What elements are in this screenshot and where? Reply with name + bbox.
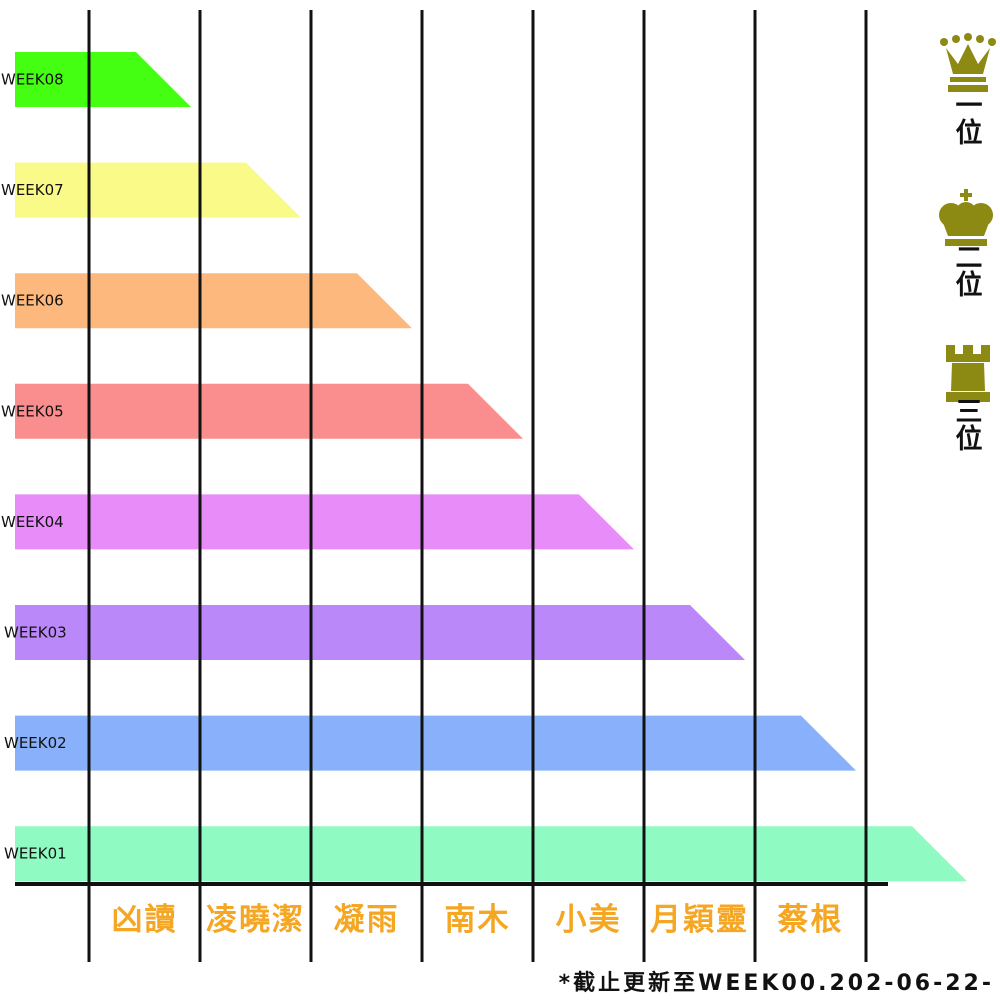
week-label-week08: WEEK08 xyxy=(1,71,64,89)
week-label-week06: WEEK06 xyxy=(1,292,64,310)
week-label-week04: WEEK04 xyxy=(1,513,64,531)
column-label-6: 蔡根 xyxy=(778,902,844,938)
legend: 一位 二位 三位 xyxy=(939,33,996,451)
column-label-0: 凶讀 xyxy=(112,902,178,938)
column-label-2: 凝雨 xyxy=(334,902,400,938)
column-label-1: 凌曉潔 xyxy=(206,902,305,938)
column-label-4: 小美 xyxy=(556,902,622,938)
week-label-week07: WEEK07 xyxy=(1,181,64,199)
column-label-3: 南木 xyxy=(445,902,511,938)
bar-week05 xyxy=(15,383,523,439)
bar-week04 xyxy=(15,494,634,550)
week-label-week05: WEEK05 xyxy=(1,402,64,420)
bar-week02 xyxy=(15,715,856,771)
rook-tower-icon xyxy=(946,345,990,402)
bars-group xyxy=(15,52,967,882)
gridlines-group xyxy=(87,10,868,962)
rank-3-label: 三位 xyxy=(951,397,983,451)
rank-1-label: 一位 xyxy=(951,91,983,145)
rank-2-label: 二位 xyxy=(951,243,983,297)
bar-week08 xyxy=(15,52,191,107)
column-label-5: 月穎靈 xyxy=(650,902,749,938)
column-labels-group: 凶讀 凌曉潔 凝雨 南木 小美 月穎靈 蔡根 xyxy=(112,902,844,938)
king-crown-icon xyxy=(939,189,993,246)
bar-week03 xyxy=(15,605,745,660)
week-label-week01: WEEK01 xyxy=(4,845,67,863)
bar-week07 xyxy=(15,162,301,218)
week-label-week02: WEEK02 xyxy=(4,734,67,752)
footnote: *截止更新至WEEK00.202-06-22- xyxy=(559,970,994,996)
queen-crown-icon xyxy=(940,33,996,92)
week-label-week03: WEEK03 xyxy=(4,624,67,642)
week-labels-group: WEEK08 WEEK07 WEEK06 WEEK05 WEEK04 WEEK03 WEEK… xyxy=(1,71,67,863)
bar-week01 xyxy=(15,826,967,882)
bar-week06 xyxy=(15,273,412,329)
